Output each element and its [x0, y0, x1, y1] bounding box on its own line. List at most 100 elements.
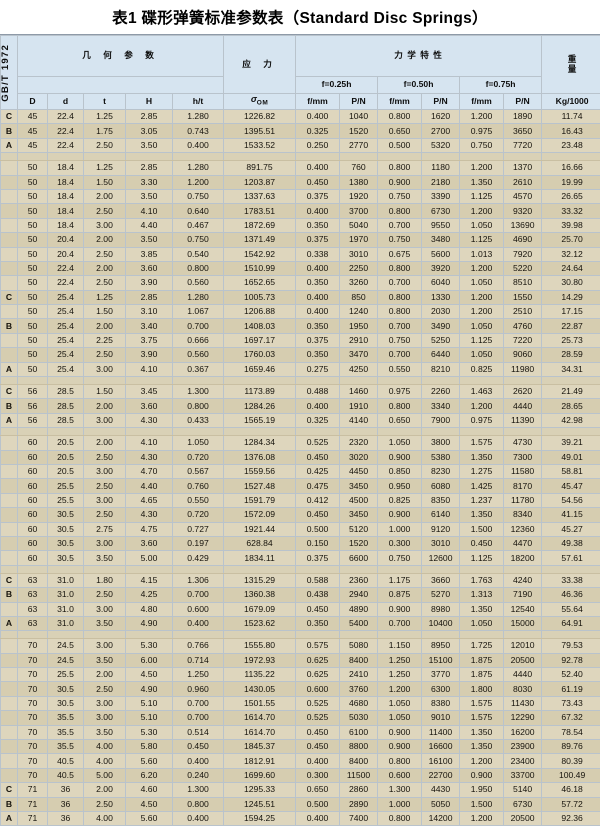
cell-d: 28.5: [48, 385, 84, 399]
cell-sigma: 1408.03: [224, 319, 296, 333]
cell-p50: 16100: [422, 754, 460, 768]
cell-d: 25.4: [48, 319, 84, 333]
cell-f50: 0.850: [378, 464, 422, 478]
group-separator-cell: [224, 377, 296, 385]
group-separator-cell: [48, 565, 84, 573]
cell-t: 3.00: [84, 493, 126, 507]
group-separator-cell: [1, 377, 18, 385]
cell-p25: 2940: [340, 588, 378, 602]
group-separator-cell: [504, 153, 542, 161]
cell-H: 4.50: [126, 668, 173, 682]
cell-f50: 0.650: [378, 124, 422, 138]
cell-sigma: 1430.05: [224, 682, 296, 696]
cell-t: 3.00: [84, 711, 126, 725]
cell-f25: 0.650: [296, 783, 340, 797]
cell-f75: 1.425: [460, 479, 504, 493]
cell-d: 22.4: [48, 124, 84, 138]
cell-p50: 6300: [422, 682, 460, 696]
cell-t: 3.00: [84, 536, 126, 550]
cell-w: 22.87: [542, 319, 600, 333]
spring-parameter-table: GB/T 1972 几 何 参 数 应 力 力 学 特 性 重 量 f=0.25…: [0, 35, 600, 826]
cell-w: 67.32: [542, 711, 600, 725]
cell-D: 60: [18, 479, 48, 493]
cell-p75: 8170: [504, 479, 542, 493]
cell-p50: 3390: [422, 189, 460, 203]
cell-sigma: 1972.93: [224, 653, 296, 667]
cell-f25: 0.250: [296, 138, 340, 152]
cell-f25: 0.275: [296, 362, 340, 376]
cell-p50: 3770: [422, 668, 460, 682]
cell-f25: 0.525: [296, 436, 340, 450]
group-separator-cell: [126, 377, 173, 385]
cell-sigma: 1559.56: [224, 464, 296, 478]
cell-f75: 1.200: [460, 399, 504, 413]
cell-p25: 6100: [340, 725, 378, 739]
cell-series: [1, 436, 18, 450]
cell-f25: 0.412: [296, 493, 340, 507]
cell-sigma: 1533.52: [224, 138, 296, 152]
cell-f25: 0.400: [296, 305, 340, 319]
cell-f25: 0.375: [296, 189, 340, 203]
cell-w: 49.01: [542, 450, 600, 464]
cell-p75: 33700: [504, 768, 542, 782]
cell-f75: 0.750: [460, 138, 504, 152]
cell-f50: 0.500: [378, 138, 422, 152]
cell-D: 50: [18, 161, 48, 175]
cell-series: [1, 493, 18, 507]
cell-f25: 0.375: [296, 551, 340, 565]
cell-H: 4.80: [126, 602, 173, 616]
group-separator-cell: [296, 565, 340, 573]
cell-p75: 2610: [504, 175, 542, 189]
cell-series: [1, 711, 18, 725]
col-head-d: d: [48, 94, 84, 110]
cell-series: B: [1, 319, 18, 333]
cell-d: 25.5: [48, 668, 84, 682]
cell-H: 3.75: [126, 333, 173, 347]
cell-p75: 23400: [504, 754, 542, 768]
cell-f75: 1.013: [460, 247, 504, 261]
cell-d: 25.4: [48, 362, 84, 376]
group-separator-cell: [378, 428, 422, 436]
col-head-t: t: [84, 94, 126, 110]
cell-t: 2.75: [84, 522, 126, 536]
cell-H: 5.10: [126, 696, 173, 710]
group-separator-cell: [542, 377, 600, 385]
cell-ht: 0.400: [173, 616, 224, 630]
cell-sigma: 1337.63: [224, 189, 296, 203]
cell-p75: 4440: [504, 399, 542, 413]
cell-series: [1, 522, 18, 536]
cell-d: 35.5: [48, 725, 84, 739]
group-separator-cell: [48, 153, 84, 161]
cell-sigma: 1565.19: [224, 413, 296, 427]
cell-p25: 3020: [340, 450, 378, 464]
cell-p25: 7400: [340, 811, 378, 825]
cell-w: 21.49: [542, 385, 600, 399]
cell-sigma: 1697.17: [224, 333, 296, 347]
cell-f75: 1.575: [460, 711, 504, 725]
cell-p50: 8380: [422, 696, 460, 710]
cell-p50: 8350: [422, 493, 460, 507]
cell-f50: 1.300: [378, 783, 422, 797]
cell-D: 50: [18, 290, 48, 304]
cell-p25: 6600: [340, 551, 378, 565]
cell-t: 3.00: [84, 464, 126, 478]
cell-series: [1, 189, 18, 203]
cell-f75: 1.950: [460, 783, 504, 797]
cell-p50: 1620: [422, 110, 460, 124]
cell-series: [1, 725, 18, 739]
cell-f75: 1.237: [460, 493, 504, 507]
cell-w: 14.29: [542, 290, 600, 304]
cell-sigma: 1659.46: [224, 362, 296, 376]
cell-series: B: [1, 797, 18, 811]
cell-f25: 0.350: [296, 616, 340, 630]
cell-series: C: [1, 385, 18, 399]
